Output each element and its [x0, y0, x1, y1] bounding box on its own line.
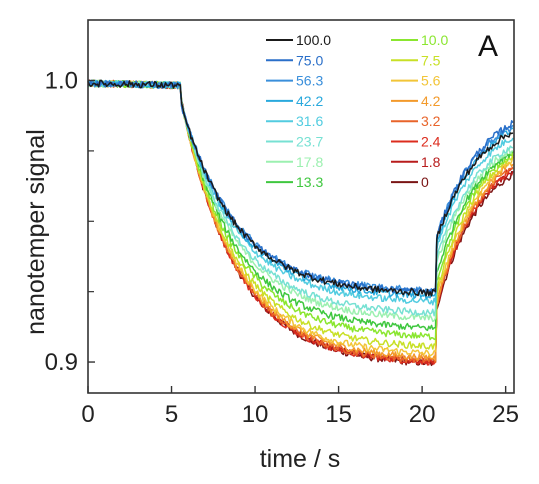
x-axis: 0 5 10 15 20 25 [81, 386, 519, 428]
legend-label: 23.7 [296, 134, 323, 150]
x-tick-label: 10 [242, 401, 269, 428]
legend-label: 56.3 [296, 73, 323, 89]
x-tick-label: 0 [81, 401, 94, 428]
legend-label: 100.0 [296, 32, 331, 48]
legend-label: 5.6 [421, 73, 441, 89]
legend-label: 10.0 [421, 32, 448, 48]
legend-label: 2.4 [421, 134, 441, 150]
series-lines [87, 79, 514, 367]
x-axis-title: time / s [260, 445, 341, 473]
legend: 100.0 75.0 56.3 42.2 31.6 23.7 17.8 13.3 10.0 7.5… [266, 32, 448, 190]
legend-label: 1.8 [421, 154, 441, 170]
x-tick-label: 20 [409, 401, 436, 428]
legend-label: 17.8 [296, 154, 323, 170]
plot-frame [87, 19, 515, 394]
series-line [87, 79, 514, 297]
x-tick-label: 5 [165, 401, 178, 428]
legend-label: 75.0 [296, 52, 323, 68]
y-axis-title: nanotemper signal [22, 129, 50, 335]
x-tick-label: 25 [492, 401, 519, 428]
legend-label: 13.3 [296, 174, 323, 190]
x-tick-label: 15 [325, 401, 352, 428]
y-axis: 1.0 0.9 [45, 68, 95, 376]
panel-label: A [478, 30, 498, 63]
legend-label: 42.2 [296, 93, 323, 109]
legend-label: 31.6 [296, 113, 323, 129]
legend-label: 0 [421, 174, 429, 190]
legend-label: 4.2 [421, 93, 441, 109]
legend-label: 3.2 [421, 113, 441, 129]
y-tick-label: 1.0 [45, 68, 78, 95]
legend-label: 7.5 [421, 52, 441, 68]
y-tick-label: 0.9 [45, 349, 78, 376]
